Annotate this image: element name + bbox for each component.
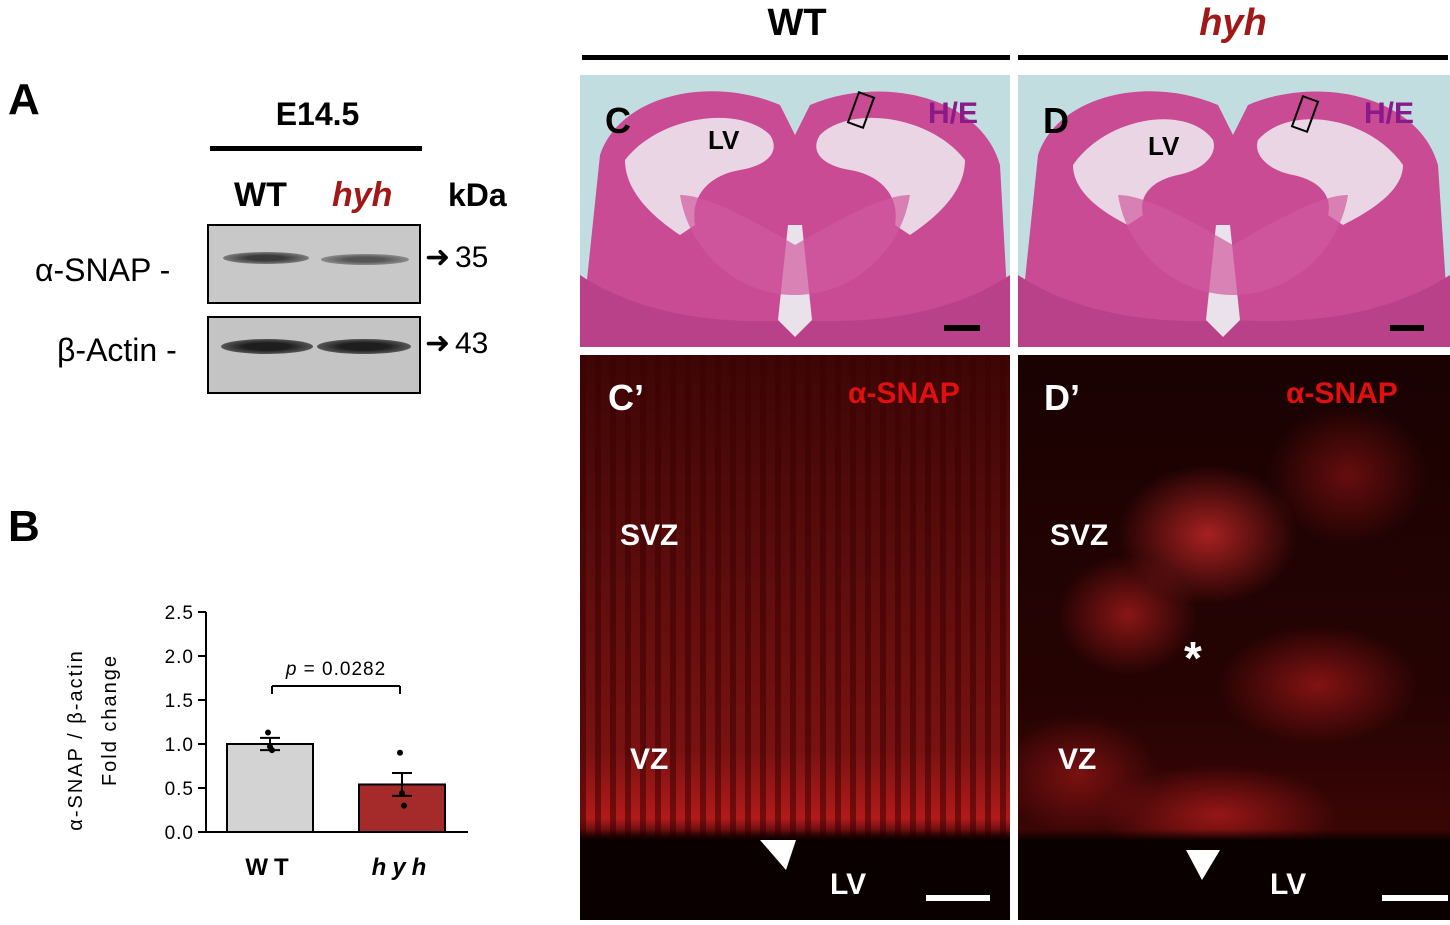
bar-wt xyxy=(226,743,314,833)
p-value-annotation: p = 0.0282 xyxy=(285,659,386,680)
snap-band-wt xyxy=(223,252,309,264)
he-brain-wt xyxy=(580,91,1010,347)
panel-label-d: D xyxy=(1043,100,1069,141)
panel-label-c-prime: C’ xyxy=(608,377,644,418)
data-point xyxy=(269,747,275,754)
data-point xyxy=(401,802,407,809)
y-tick-label: 1.0 xyxy=(165,735,194,756)
scale-bar-d xyxy=(1390,325,1424,331)
y-axis-label-2: Fold change xyxy=(99,654,121,786)
lv-label-c: LV xyxy=(708,125,740,155)
snap-label-d-prime: α-SNAP xyxy=(1286,377,1398,410)
snap-fluorescence-wt: C’ α-SNAP SVZ VZ LV xyxy=(580,355,1010,920)
snap-kda-arrow: ➜ xyxy=(425,243,450,273)
y-tick-label: 2.5 xyxy=(165,603,194,624)
actin-kda-arrow: ➜ xyxy=(425,329,450,359)
actin-blot-strip xyxy=(207,316,421,394)
he-section-wt: C LV H/E xyxy=(580,75,1010,347)
y-tick-label: 1.5 xyxy=(165,691,194,712)
svz-label-d-prime: SVZ xyxy=(1050,519,1109,552)
snap-label-c-prime: α-SNAP xyxy=(848,377,960,410)
blot-lane-wt: WT xyxy=(234,176,287,214)
actin-kda-value: 43 xyxy=(455,327,489,360)
arrow-left-icon: ➜ xyxy=(425,327,451,360)
column-header-wt-line xyxy=(582,55,1010,60)
he-label-d: H/E xyxy=(1364,97,1415,130)
blot-lane-hyh: hyh xyxy=(332,176,393,214)
snap-row-label: α-SNAP - xyxy=(35,252,171,288)
y-axis-label-1: α-SNAP / β-actin xyxy=(65,649,87,830)
blot-stage-label: E14.5 xyxy=(275,96,360,132)
lv-label-c-prime: LV xyxy=(830,868,867,901)
data-point xyxy=(265,729,271,736)
snap-fluorescence-hyh: D’ α-SNAP SVZ * VZ LV xyxy=(1018,355,1450,920)
arrowhead-icon xyxy=(760,840,796,870)
column-header-hyh-line xyxy=(1018,55,1448,60)
p-symbol: p xyxy=(285,659,298,680)
y-tick-label: 0.5 xyxy=(165,779,194,800)
snap-blot-strip xyxy=(207,224,421,304)
actin-row-label: β-Actin - xyxy=(57,332,177,368)
scale-bar-d-prime xyxy=(1382,895,1448,901)
svz-label-c-prime: SVZ xyxy=(620,519,679,552)
x-tick-hyh: hyh xyxy=(372,854,433,881)
vz-label-d-prime: VZ xyxy=(1058,743,1097,776)
data-point xyxy=(397,749,403,756)
column-header-hyh: hyh xyxy=(1199,2,1267,44)
y-tick-label: 2.0 xyxy=(165,647,194,668)
actin-band-wt xyxy=(221,339,313,354)
blot-stage-underline xyxy=(210,146,422,151)
data-point xyxy=(399,790,405,797)
he-label-c: H/E xyxy=(928,97,979,130)
arrow-left-icon: ➜ xyxy=(425,241,451,274)
panel-label-b: B xyxy=(8,502,40,551)
lv-label-d: LV xyxy=(1148,131,1180,161)
scale-bar-c-prime xyxy=(926,895,990,901)
arrowhead-icon xyxy=(1186,850,1220,880)
he-section-hyh: D LV H/E xyxy=(1018,75,1450,347)
asterisk-marker: * xyxy=(1184,632,1202,684)
panel-label-c: C xyxy=(605,100,631,141)
lv-label-d-prime: LV xyxy=(1270,868,1307,901)
scale-bar-c xyxy=(944,325,980,331)
snap-band-hyh xyxy=(321,254,409,265)
column-header-wt: WT xyxy=(767,2,827,44)
panel-label-a: A xyxy=(8,75,40,124)
y-tick-label: 0.0 xyxy=(165,823,194,844)
actin-band-hyh xyxy=(317,339,411,354)
snap-kda-value: 35 xyxy=(455,241,489,274)
p-value-text: = 0.0282 xyxy=(297,659,386,680)
panel-label-d-prime: D’ xyxy=(1044,377,1080,418)
he-brain-hyh xyxy=(1018,91,1450,347)
x-tick-wt: WT xyxy=(245,854,294,881)
fold-change-chart: α-SNAP / β-actin Fold change 0.0 0.5 1.0 1.… xyxy=(65,603,468,881)
vz-label-c-prime: VZ xyxy=(630,743,669,776)
blot-kda-label: kDa xyxy=(448,177,507,213)
